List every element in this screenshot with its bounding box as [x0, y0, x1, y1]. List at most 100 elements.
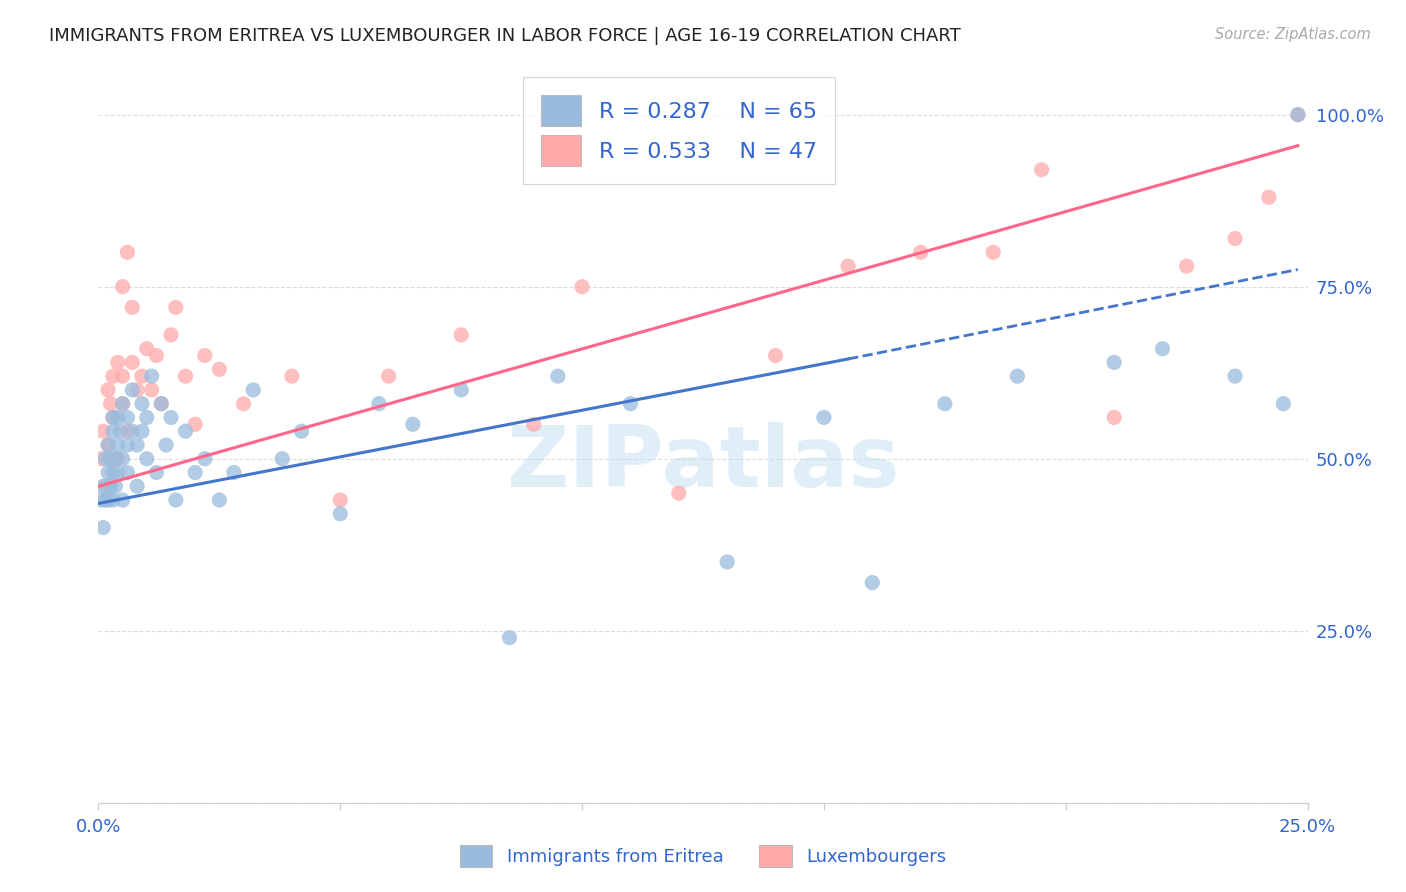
Point — [107, 451, 129, 466]
Point — [104, 479, 127, 493]
Point — [160, 410, 183, 425]
Point — [117, 424, 139, 438]
Point — [90, 493, 112, 508]
Point — [97, 466, 120, 480]
Point — [94, 493, 117, 508]
Point — [368, 397, 391, 411]
Point — [101, 493, 124, 508]
Point — [91, 479, 114, 493]
Point — [121, 424, 143, 438]
Point — [107, 466, 129, 480]
Point — [121, 301, 143, 315]
Point — [1272, 397, 1295, 411]
Point — [90, 451, 112, 466]
Point — [100, 451, 122, 466]
Point — [813, 410, 835, 425]
Point — [94, 451, 117, 466]
Point — [155, 438, 177, 452]
Point — [101, 466, 124, 480]
Point — [1007, 369, 1029, 384]
Point — [668, 486, 690, 500]
Point — [145, 466, 167, 480]
Point — [131, 424, 153, 438]
Text: Source: ZipAtlas.com: Source: ZipAtlas.com — [1215, 27, 1371, 42]
Point — [111, 279, 134, 293]
Point — [329, 493, 352, 508]
Point — [107, 410, 129, 425]
Point — [1102, 410, 1125, 425]
Point — [100, 479, 122, 493]
Point — [765, 349, 787, 363]
Point — [127, 438, 149, 452]
Legend: R = 0.287    N = 65, R = 0.533    N = 47: R = 0.287 N = 65, R = 0.533 N = 47 — [523, 77, 835, 185]
Point — [1286, 108, 1309, 122]
Point — [281, 369, 304, 384]
Point — [121, 383, 143, 397]
Point — [127, 479, 149, 493]
Point — [194, 451, 217, 466]
Point — [1152, 342, 1174, 356]
Point — [117, 410, 139, 425]
Point — [523, 417, 546, 432]
Point — [107, 438, 129, 452]
Point — [135, 451, 157, 466]
Point — [184, 417, 207, 432]
Point — [97, 438, 120, 452]
Point — [127, 383, 149, 397]
Point — [108, 424, 131, 438]
Point — [117, 466, 139, 480]
Point — [222, 466, 245, 480]
Point — [160, 327, 183, 342]
Point — [1031, 162, 1053, 177]
Point — [450, 327, 472, 342]
Point — [329, 507, 352, 521]
Point — [150, 397, 173, 411]
Text: IMMIGRANTS FROM ERITREA VS LUXEMBOURGER IN LABOR FORCE | AGE 16-19 CORRELATION C: IMMIGRANTS FROM ERITREA VS LUXEMBOURGER … — [49, 27, 960, 45]
Point — [101, 424, 124, 438]
Point — [194, 349, 217, 363]
Point — [91, 520, 114, 534]
Point — [1257, 190, 1279, 204]
Point — [208, 493, 231, 508]
Point — [91, 424, 114, 438]
Point — [111, 451, 134, 466]
Point — [135, 410, 157, 425]
Point — [547, 369, 569, 384]
Point — [402, 417, 425, 432]
Point — [101, 369, 124, 384]
Point — [934, 397, 956, 411]
Point — [97, 438, 120, 452]
Point — [208, 362, 231, 376]
Point — [184, 466, 207, 480]
Point — [135, 342, 157, 356]
Point — [910, 245, 932, 260]
Point — [1223, 231, 1246, 245]
Point — [271, 451, 294, 466]
Point — [121, 355, 143, 369]
Point — [290, 424, 312, 438]
Point — [165, 301, 187, 315]
Point — [104, 451, 127, 466]
Point — [242, 383, 264, 397]
Point — [498, 631, 520, 645]
Point — [141, 369, 163, 384]
Point — [150, 397, 173, 411]
Point — [111, 369, 134, 384]
Point — [232, 397, 254, 411]
Point — [111, 397, 134, 411]
Point — [1286, 108, 1309, 122]
Point — [837, 259, 859, 273]
Point — [97, 493, 120, 508]
Point — [174, 369, 197, 384]
Point — [131, 369, 153, 384]
Point — [174, 424, 197, 438]
Legend: Immigrants from Eritrea, Luxembourgers: Immigrants from Eritrea, Luxembourgers — [453, 838, 953, 874]
Point — [141, 383, 163, 397]
Point — [571, 279, 593, 293]
Point — [1102, 355, 1125, 369]
Text: ZIPatlas: ZIPatlas — [506, 422, 900, 505]
Point — [716, 555, 738, 569]
Point — [145, 349, 167, 363]
Point — [97, 383, 120, 397]
Point — [981, 245, 1004, 260]
